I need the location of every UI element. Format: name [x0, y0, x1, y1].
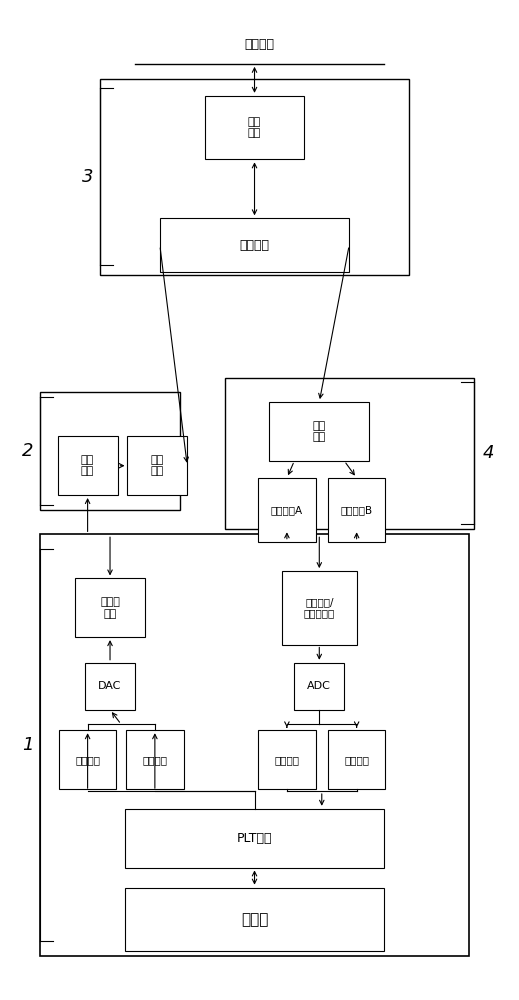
Bar: [328, 730, 385, 789]
Bar: [258, 478, 316, 542]
Text: 滤波和
放大: 滤波和 放大: [100, 597, 120, 619]
Text: 输入选择/
滤波和放大: 输入选择/ 滤波和放大: [304, 597, 335, 619]
Bar: [160, 218, 349, 272]
Bar: [125, 809, 384, 867]
Text: DAC: DAC: [98, 681, 122, 691]
Bar: [269, 402, 369, 461]
Bar: [100, 79, 409, 275]
Text: 滤波电路A: 滤波电路A: [271, 505, 303, 515]
Text: 滤波电路B: 滤波电路B: [340, 505, 373, 515]
Text: 防雷
保护: 防雷 保护: [248, 117, 261, 138]
Text: 电力线路: 电力线路: [244, 38, 275, 51]
Bar: [294, 663, 344, 710]
Text: ADC: ADC: [307, 681, 331, 691]
Bar: [126, 730, 184, 789]
Bar: [40, 392, 180, 510]
Bar: [282, 571, 357, 645]
Text: 功率
放大: 功率 放大: [151, 455, 164, 476]
Bar: [125, 888, 384, 951]
Bar: [128, 436, 187, 495]
Bar: [328, 478, 385, 542]
Text: 3: 3: [82, 168, 93, 186]
Bar: [204, 96, 304, 159]
Text: 单片机: 单片机: [241, 912, 268, 927]
Text: 2: 2: [22, 442, 34, 460]
Bar: [258, 730, 316, 789]
Text: 扩频调制: 扩频调制: [142, 755, 167, 765]
Text: PLT控制: PLT控制: [237, 832, 272, 845]
Text: 1: 1: [22, 736, 34, 754]
Text: 扩频解调: 扩频解调: [344, 755, 369, 765]
Text: 4: 4: [483, 444, 495, 462]
Bar: [59, 730, 116, 789]
Text: 窄带解调: 窄带解调: [275, 755, 299, 765]
Text: 防雷
保护: 防雷 保护: [312, 421, 326, 442]
Bar: [58, 436, 117, 495]
Bar: [40, 534, 469, 956]
Text: 窄带调制: 窄带调制: [75, 755, 100, 765]
Text: 电压
放大: 电压 放大: [81, 455, 94, 476]
Bar: [225, 377, 474, 529]
Bar: [85, 663, 135, 710]
Text: 耦合电路: 耦合电路: [239, 239, 269, 252]
Bar: [75, 578, 145, 637]
